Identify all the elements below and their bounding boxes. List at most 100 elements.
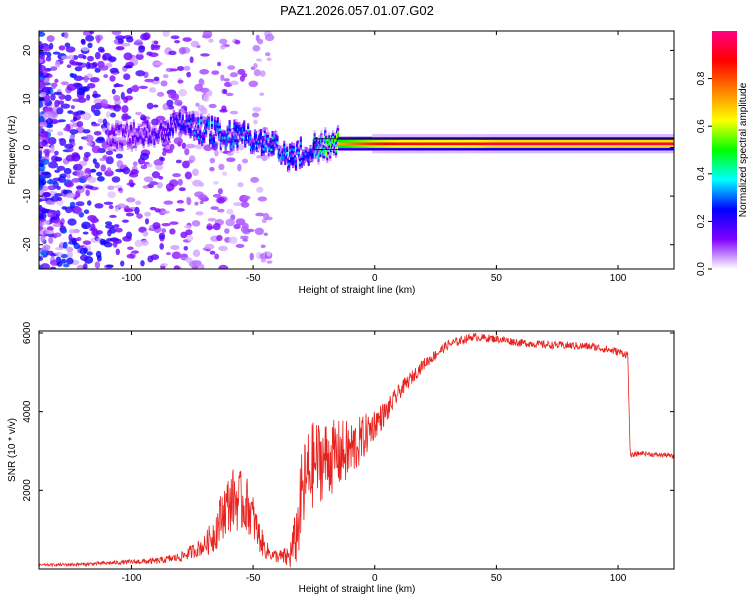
- spectrogram-cell: [107, 191, 116, 199]
- spectrogram-cell: [118, 132, 121, 136]
- spectrogram-cell: [46, 226, 54, 232]
- spectrogram-cell: [134, 147, 137, 151]
- spectrogram-cell: [160, 120, 163, 124]
- spectrogram-cell: [235, 132, 238, 136]
- spectrogram-cell: [148, 124, 151, 128]
- spectrogram-cell: [210, 115, 214, 119]
- spectrogram-cell: [259, 134, 262, 138]
- spectrogram-cell: [243, 131, 246, 135]
- spectrogram-cell: [202, 31, 213, 39]
- spectrogram-cell: [212, 136, 216, 140]
- spectrogram-cell: [172, 112, 176, 116]
- spectrogram-cell: [264, 149, 267, 153]
- spectrogram-cell: [207, 217, 217, 222]
- spectrogram-cell: [203, 94, 210, 102]
- spectrogram-cell: [81, 112, 92, 121]
- spectrogram-cell: [60, 258, 67, 264]
- spectrogram-cell: [242, 195, 251, 200]
- spectrogram-cell: [261, 138, 264, 142]
- spectrogram-cell: [186, 118, 189, 122]
- spectrogram-cell: [212, 223, 221, 231]
- spectrogram-cell: [250, 137, 254, 141]
- spectrogram-cell: [142, 185, 150, 189]
- spectrogram-cell: [129, 129, 133, 133]
- spectrogram-cell: [131, 138, 134, 142]
- spectrogram-cell: [186, 197, 192, 206]
- spectrogram-cell: [234, 141, 237, 145]
- spectrogram-cell: [129, 127, 133, 131]
- spectrogram-cell: [113, 94, 121, 102]
- spectrogram-cell: [257, 196, 268, 202]
- spectrogram-cell: [111, 88, 116, 95]
- spectrogram-cell: [62, 263, 70, 268]
- spectrogram-cell: [203, 142, 206, 146]
- spectrogram-cell: [221, 144, 224, 148]
- spectrogram-cell: [163, 200, 174, 205]
- spectrogram-cell: [76, 87, 86, 96]
- spectrogram-cell: [225, 143, 228, 147]
- spectrogram-cell: [326, 160, 329, 164]
- spectrogram-cell: [111, 123, 114, 127]
- spectrogram-cell: [143, 176, 154, 183]
- spectrogram-cell: [72, 111, 79, 116]
- spectrogram-cell: [210, 120, 214, 124]
- spectrogram-cell: [125, 212, 135, 217]
- spectrogram-cell: [218, 125, 221, 129]
- spectrogram-cell: [43, 70, 48, 76]
- spectrogram-cell: [83, 75, 89, 83]
- spectrogram-cell: [50, 145, 55, 154]
- spectrogram-cell: [142, 142, 145, 146]
- spectrogram-cell: [246, 140, 249, 144]
- spectrogram-cell: [106, 264, 114, 268]
- spectrogram-cell: [291, 150, 294, 154]
- spectrogram-cell: [181, 160, 190, 169]
- spectrogram-cell: [299, 136, 303, 140]
- spectrogram-cell: [221, 105, 227, 112]
- spectrogram-cell: [112, 140, 115, 144]
- spectrogram-cell: [76, 120, 84, 128]
- spectrogram-cell: [169, 228, 176, 235]
- spectrogram-cell: [94, 203, 104, 209]
- spectrogram-cell: [244, 144, 247, 148]
- spectrogram-cell: [135, 200, 142, 206]
- spectrogram-cell: [54, 150, 59, 156]
- spectrogram-cell: [135, 111, 142, 116]
- spectrogram-cell: [120, 131, 123, 135]
- spectrogram-cell: [55, 209, 61, 217]
- spectrogram-cell: [298, 163, 302, 167]
- spectrogram-cell: [222, 171, 228, 176]
- spectrogram-cell: [168, 135, 172, 139]
- spectrogram-cell: [243, 120, 246, 124]
- spectrogram-cell: [187, 129, 190, 133]
- spectrogram-cell: [290, 162, 293, 166]
- spectrogram-cell: [193, 137, 196, 141]
- spectrogram-cell: [48, 42, 54, 50]
- spectrogram-cell: [253, 119, 258, 125]
- spectrogram-cell: [72, 163, 83, 171]
- spectrogram-cell: [142, 231, 149, 237]
- spectrogram-cell: [319, 148, 322, 152]
- spectrogram-cell: [190, 125, 193, 129]
- spectrogram-cell: [130, 146, 134, 150]
- spectrogram-cell: [128, 143, 132, 147]
- spectrogram-cell: [256, 186, 264, 193]
- spectrogram-cell: [181, 117, 184, 121]
- spectrogram-cell: [128, 145, 132, 149]
- spectrogram-cell: [39, 121, 48, 128]
- spectrogram-cell: [214, 135, 218, 139]
- spectrogram-cell: [121, 113, 129, 122]
- spectrogram-cell: [288, 167, 291, 171]
- spectrogram-cell: [216, 208, 225, 213]
- spectrogram-cell: [232, 147, 235, 151]
- spectrogram-cell: [115, 125, 118, 129]
- spectrogram-cell: [288, 162, 291, 166]
- spectrogram-cell: [50, 66, 58, 71]
- spectrogram-cell: [216, 119, 219, 123]
- snr-x-ticks: -100 -50 0 50 100: [121, 331, 627, 584]
- spectrogram-cell: [102, 118, 108, 126]
- spectrogram-cell: [216, 125, 219, 129]
- spectrogram-cell: [299, 139, 303, 143]
- spectrogram-cell: [86, 94, 91, 101]
- spectrogram-cell: [219, 146, 222, 150]
